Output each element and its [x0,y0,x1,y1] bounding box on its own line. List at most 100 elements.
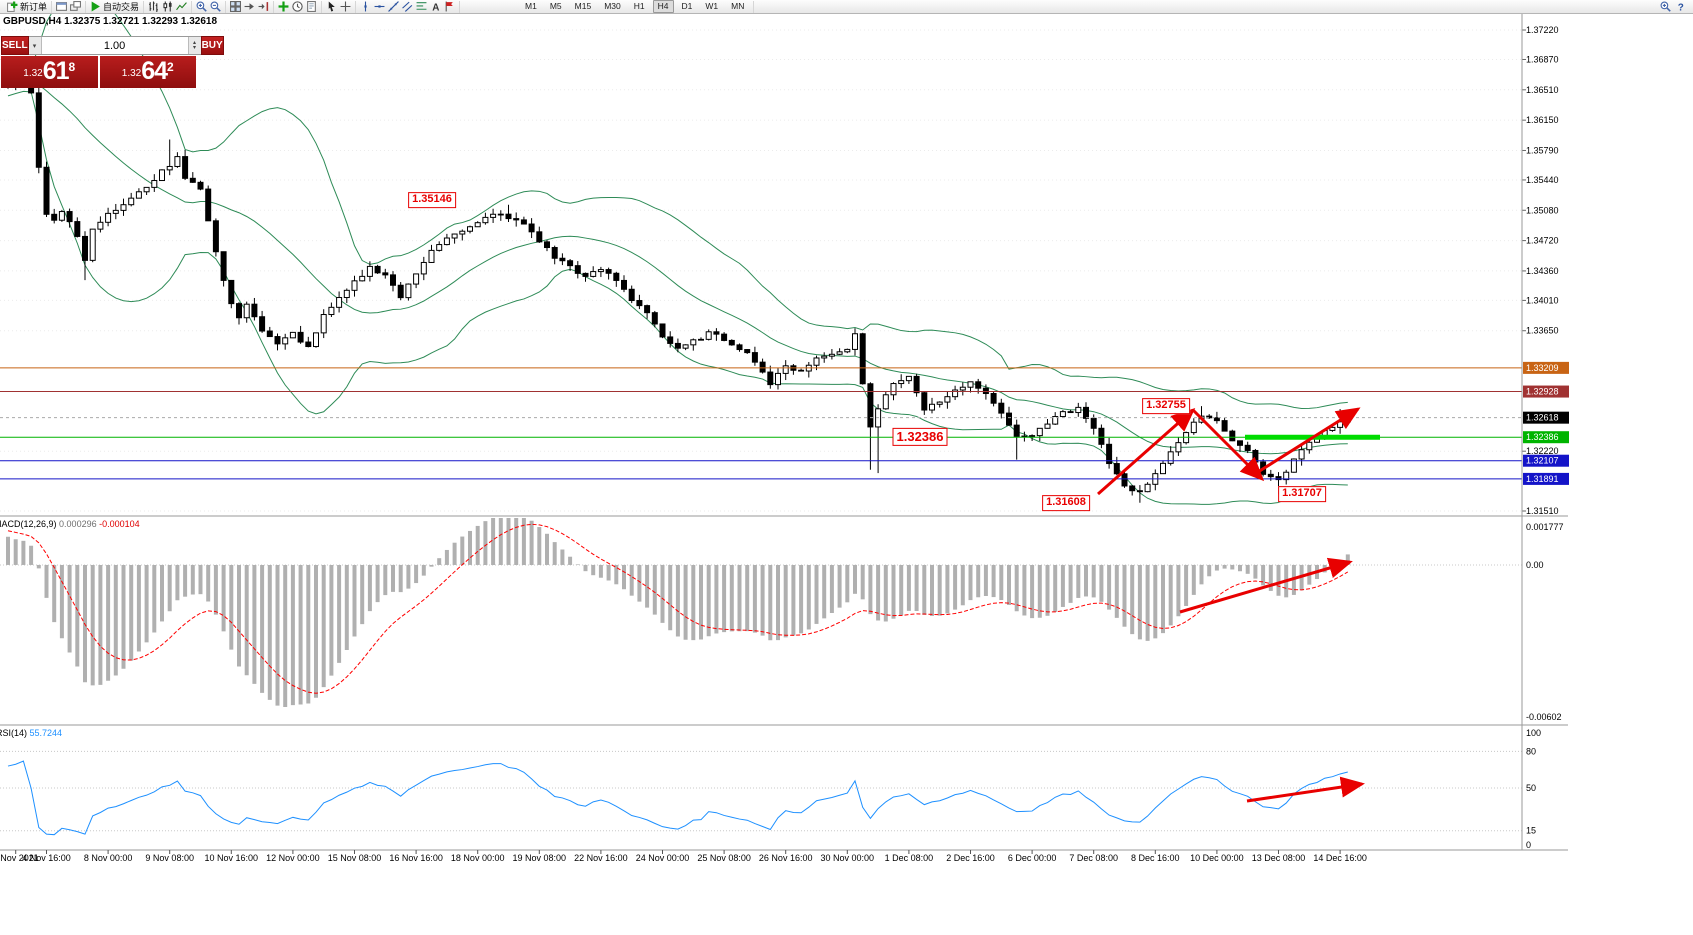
rsi-axis-label: 0 [1526,840,1531,850]
magnifier-button[interactable] [1660,1,1671,12]
bar-chart-button[interactable] [148,1,159,12]
fibonacci-retracement-button[interactable] [416,1,427,12]
zoom-in-button[interactable] [196,1,207,12]
vline-icon [360,1,371,12]
timeframe-h1-button[interactable]: H1 [633,1,645,11]
volume-spinner[interactable]: ▴ ▾ [187,37,201,54]
time-axis-label: 2 Dec 16:00 [946,853,995,863]
horizontal-line-button[interactable] [374,1,385,12]
price-tick-label: 1.36150 [1526,115,1559,125]
buy-price-big: 64 [141,57,168,85]
arrow-objects-button[interactable] [444,1,455,12]
timeframe-m15-button[interactable]: M15 [574,1,592,11]
zoom-in-icon [196,1,207,12]
buy-price[interactable]: 1.32 64 2 [99,56,196,88]
volume-field[interactable]: ▾ ▴▾ [28,36,201,55]
cursor-button[interactable] [326,1,337,12]
toolbar-group: 自动交易 [86,0,145,13]
chart-window-button[interactable] [56,1,68,12]
annotation-arrows[interactable] [1097,407,1365,803]
volume-input[interactable] [41,37,188,54]
line-icon [176,1,187,12]
level-lines-layer[interactable] [0,367,1522,480]
price-tick-label: 1.34360 [1526,266,1559,276]
periods-button[interactable] [292,1,303,12]
trendline-button[interactable] [388,1,399,12]
time-axis-label: 10 Nov 16:00 [205,853,259,863]
tile-windows-button[interactable] [230,1,242,12]
time-axis-label: 4 Nov 16:00 [22,853,71,863]
timeframe-h4-button[interactable]: H4 [652,0,674,13]
auto-scroll-button[interactable] [244,1,255,12]
line-chart-button[interactable] [176,1,187,12]
time-axis-label: 9 Nov 08:00 [145,853,194,863]
autoscroll-icon [244,1,255,12]
candlestick-chart-button[interactable] [162,1,173,12]
price-annotation-label[interactable]: 1.35146 [408,192,456,208]
indicators-button[interactable] [278,1,289,12]
time-axis-label: 26 Nov 16:00 [759,853,813,863]
level-price-label: 1.32928 [1526,387,1559,397]
price-annotation-label[interactable]: 1.31608 [1042,495,1090,511]
sell-price[interactable]: 1.32 61 8 [1,56,98,88]
profiles-button[interactable] [70,1,82,12]
price-annotation-label[interactable]: 1.31707 [1278,486,1326,502]
sell-price-prefix: 1.32 [23,68,43,79]
time-axis-label: 16 Nov 16:00 [389,853,443,863]
level-price-label: 1.33209 [1526,363,1559,373]
equidistant-channel-button[interactable] [402,1,413,12]
spinner-down-icon[interactable]: ▾ [193,44,197,51]
doc-icon [306,1,317,12]
rsi-axis-label: 50 [1526,783,1536,793]
toolbar: 新订单 自动交易 A M1 M5 M15 M30 H1 H4 D1 W1 MN? [0,0,1693,14]
macd-axis-min: -0.00602 [1526,712,1562,722]
macd-axis-max: 0.001777 [1526,522,1564,532]
auto-trading-button[interactable]: 自动交易 [90,0,139,13]
trend-arrow[interactable] [1246,776,1365,803]
price-tick-label: 1.32220 [1526,446,1559,456]
timeframe-w1-button[interactable]: W1 [705,1,719,11]
timeframe-m1-button[interactable]: M1 [525,1,537,11]
text-label-button[interactable]: A [430,1,441,12]
buy-price-sup: 2 [167,60,174,74]
rsi-value: 55.7244 [29,728,63,738]
time-axis-label: 14 Dec 16:00 [1313,853,1367,863]
templates-button[interactable] [306,1,317,12]
rsi-axis-label: 100 [1526,728,1541,738]
crosshair-button[interactable] [340,1,351,12]
help-button[interactable]: ? [1675,1,1686,12]
time-axis-label: 30 Nov 00:00 [821,853,875,863]
timeframe-m30-button[interactable]: M30 [604,1,621,11]
indicator-layer [0,518,1522,836]
tiles-icon [230,1,242,12]
question-icon: ? [1675,1,1686,12]
price-tick-label: 1.36870 [1526,54,1559,64]
buy-button[interactable]: BUY [200,36,224,55]
zoom-in-icon [1660,1,1671,12]
spinner-up-icon[interactable]: ▴ [193,39,197,46]
sell-button[interactable]: SELL [1,36,29,55]
timeframe-m5-button[interactable]: M5 [549,1,562,11]
macd-signal-value: -0.000104 [99,519,140,529]
chart-shift-button[interactable] [258,1,269,12]
time-axis-label: 12 Nov 00:00 [266,853,320,863]
volume-dropdown-icon[interactable]: ▾ [28,37,42,54]
price-annotation-label[interactable]: 1.32755 [1142,398,1190,414]
trend-arrow[interactable] [1097,408,1196,496]
timeframe-d1-button[interactable]: D1 [681,1,693,11]
time-axis-label: 15 Nov 08:00 [328,853,382,863]
trend-arrow[interactable] [1179,557,1353,614]
trend-arrow[interactable] [1257,407,1361,474]
clock-icon [292,1,303,12]
new-order-button[interactable]: 新订单 [7,0,47,13]
trend-arrow[interactable] [1191,408,1265,482]
zoom-out-button[interactable] [210,1,221,12]
toolbar-group [192,0,227,13]
price-annotation-label[interactable]: 1.32386 [892,427,948,447]
time-axis-label: 3 Nov 2021 [0,853,39,863]
vertical-line-button[interactable] [360,1,371,12]
cursor-icon [326,1,337,12]
bars-icon [148,1,159,12]
timeframe-mn-button[interactable]: MN [731,1,745,11]
